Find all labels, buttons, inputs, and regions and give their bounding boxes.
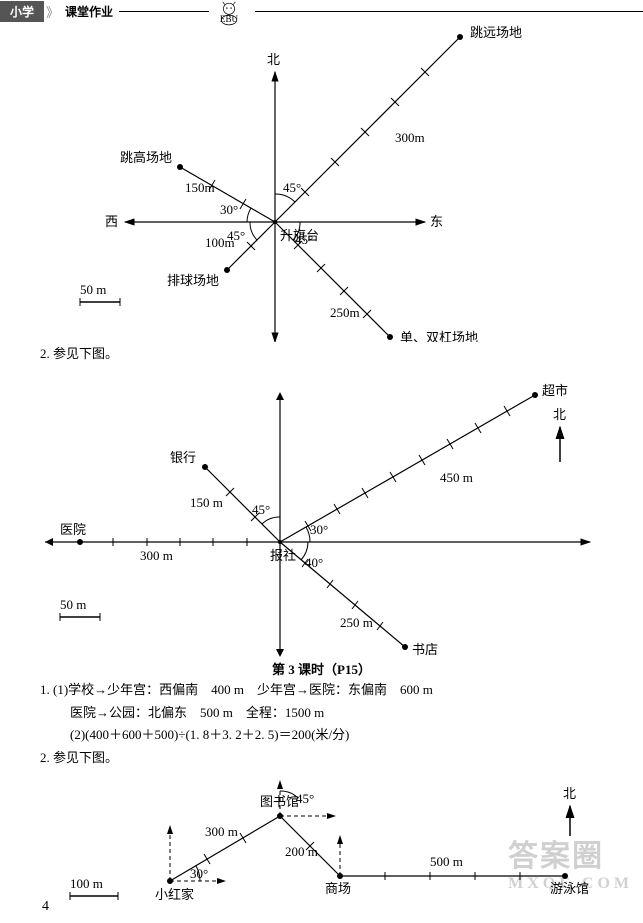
market-label: 超市: [542, 383, 568, 398]
hospital-label: 医院: [60, 522, 86, 537]
chevrons: 》: [46, 2, 59, 21]
east-label: 东: [430, 214, 443, 229]
bank-label: 银行: [170, 450, 196, 465]
d3-north: 北: [563, 786, 576, 801]
bookstore-angle: 40°: [305, 555, 323, 570]
hospital-dist: 300 m: [140, 548, 173, 563]
q1-line3: (2)(400＋600＋500)÷(1. 8＋3. 2＋2. 5)＝200(米/…: [0, 725, 643, 746]
longjump-label: 跳远场地: [470, 25, 522, 40]
lib-dist: 300 m: [205, 824, 238, 839]
angle45: 45°: [296, 791, 314, 806]
bookstore-dist: 250 m: [340, 615, 373, 630]
longjump-dist: 300m: [395, 130, 425, 145]
bars-label: 单、双杠场地: [400, 330, 478, 342]
d2-center: 报社: [270, 548, 296, 563]
pool-label: 游泳馆: [550, 881, 589, 896]
bookstore-label: 书店: [412, 642, 438, 657]
header-rule-right: [255, 11, 643, 12]
highjump-angle: 30°: [220, 202, 238, 217]
q1-line1: 1. (1)学校→少年宫：西偏南 400 m 少年宫→医院：东偏南 600 m: [0, 680, 643, 701]
highjump-label: 跳高场地: [120, 150, 172, 165]
page-number: 4: [42, 899, 49, 915]
diagram-3: 小红家 30° 图书馆 300 m 45° 商场 200 m 游泳馆: [0, 771, 643, 921]
north-label: 北: [267, 52, 280, 67]
volley-label: 排球场地: [167, 273, 219, 288]
market-dist: 450 m: [440, 470, 473, 485]
bank-angle: 45°: [252, 502, 270, 517]
scale-3: 100 m: [70, 876, 103, 891]
scale-2: 50 m: [60, 597, 86, 612]
home-label: 小红家: [155, 887, 194, 902]
mall-dist: 200 m: [285, 844, 318, 859]
header-rule-left: [119, 11, 209, 12]
diagram-2: 报社 医院 300 m 银行 150 m 45° 超市 450 m: [0, 367, 643, 657]
q2a-text: 2. 参见下图。: [0, 344, 643, 365]
bank-dist: 150 m: [190, 495, 223, 510]
bars-dist: 250m: [330, 305, 360, 320]
pool-dist: 500 m: [430, 854, 463, 869]
q2b-text: 2. 参见下图。: [0, 748, 643, 769]
market-angle: 30°: [310, 522, 328, 537]
section-3-title: 第 3 课时（P15）: [0, 659, 643, 678]
scale-1: 50 m: [80, 282, 106, 297]
longjump-angle: 45°: [283, 180, 301, 195]
page-header: 小学 》 课堂作业 EBU: [0, 0, 643, 22]
mall-label: 商场: [325, 881, 351, 896]
diagram-1: 北 南 东 西 升旗台 跳远场地 300m 45°: [0, 22, 643, 342]
subject-tab: 小学: [0, 1, 44, 22]
highjump-dist: 150m: [185, 180, 215, 195]
q1-line2: 医院→公园：北偏东 500 m 全程：1500 m: [0, 703, 643, 724]
volley-angle: 45°: [227, 228, 245, 243]
header-subtitle: 课堂作业: [65, 3, 113, 20]
d2-north: 北: [553, 407, 566, 422]
west-label: 西: [105, 214, 118, 229]
bars-angle: 45°: [295, 232, 313, 247]
